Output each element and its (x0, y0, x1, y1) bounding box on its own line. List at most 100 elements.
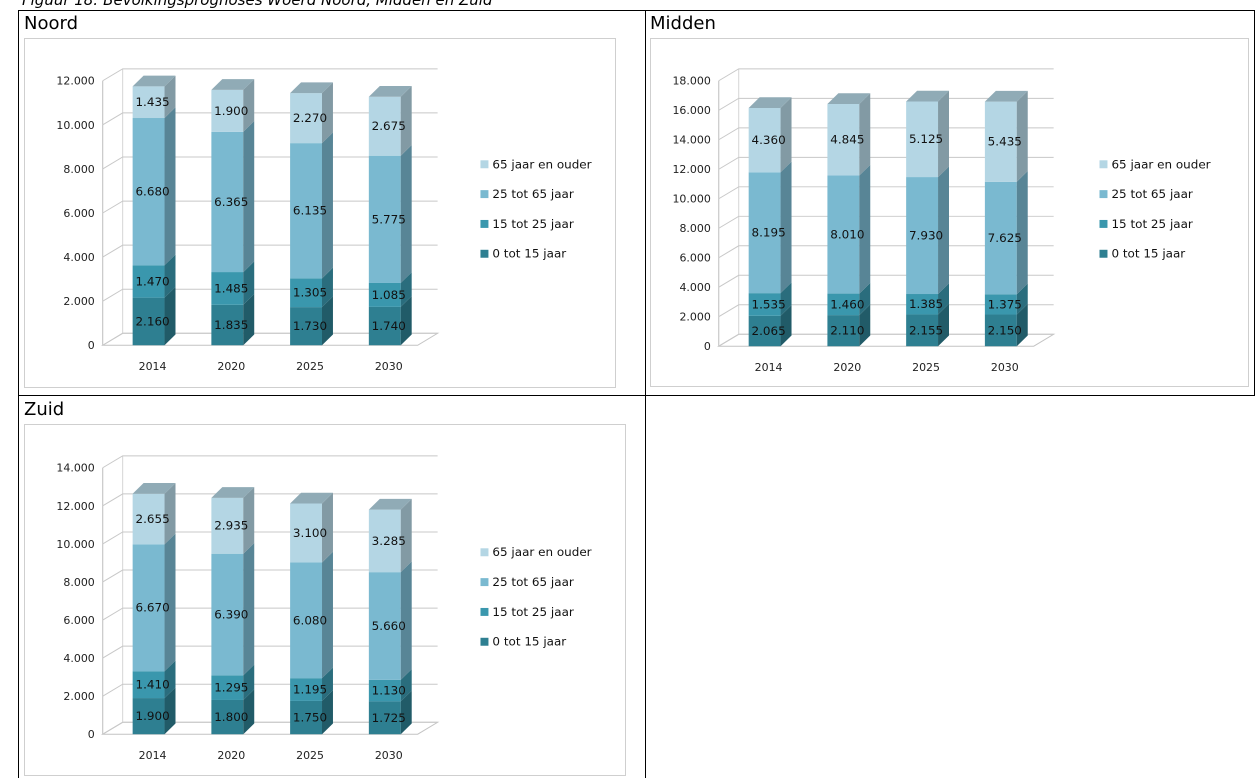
chart-noord-data-label: 1.305 (293, 286, 327, 300)
chart-zuid-bar-2025-0-15 (290, 690, 333, 735)
chart-noord-x-tick-label: 2014 (139, 360, 167, 373)
region-title-noord: Noord (24, 13, 78, 34)
chart-zuid-data-label: 1.195 (293, 683, 327, 697)
chart-noord-y-tick-label: 12.000 (56, 75, 94, 88)
chart-zuid-y-tick-label: 2.000 (63, 690, 94, 703)
chart-zuid-legend-item-15-25: 15 tot 25 jaar (480, 605, 574, 619)
chart-zuid-bar-2020-15-25 (211, 664, 255, 700)
chart-midden-bar-2020-15-25 (827, 282, 871, 316)
chart-midden-data-label: 1.375 (988, 297, 1022, 311)
chart-midden-legend-swatch (1099, 160, 1108, 169)
chart-midden-data-label: 4.845 (830, 133, 864, 147)
chart-zuid-bar-2020-65-plus (211, 487, 255, 554)
chart-zuid-bar-2025-15-25 (290, 667, 333, 701)
table-border-center (645, 10, 646, 778)
chart-zuid-legend-item-0-15: 0 tot 15 jaar (480, 635, 566, 649)
chart-midden-bar-2014-0-15 (748, 305, 792, 347)
chart-noord-legend-label: 65 jaar en ouder (492, 157, 591, 171)
chart-midden-data-label: 2.065 (751, 324, 785, 338)
chart-zuid-bar-2030-15-25 (368, 669, 412, 702)
chart-noord-y-tick-label: 4.000 (63, 251, 94, 264)
chart-midden: 0 2.000 4.000 6.000 8.000 10.000 12.000 14.000 1… (650, 38, 1249, 387)
chart-noord-x-tick-label: 2025 (296, 360, 324, 373)
chart-zuid: 0 2.000 4.000 6.000 8.000 10.000 12.000 14.000 1… (24, 424, 626, 776)
chart-midden-y-tick-label: 18.000 (672, 75, 710, 88)
chart-zuid-y-tick-label: 14.000 (56, 462, 94, 475)
chart-midden-bar-2025-0-15 (906, 303, 950, 347)
chart-noord: 0 2.000 4.000 6.000 8.000 10.000 12.000 2.160 1.… (24, 38, 616, 388)
chart-zuid-data-label: 6.390 (214, 607, 248, 621)
chart-midden-data-label: 1.460 (830, 297, 864, 311)
chart-midden-bar-2020-65-plus (827, 93, 871, 176)
table-border-right (1254, 10, 1255, 396)
chart-midden-bar-2025-65-plus (906, 90, 950, 178)
chart-midden-legend-label: 25 tot 65 jaar (1111, 187, 1192, 201)
chart-midden-y-tick-label: 4.000 (679, 281, 710, 294)
chart-noord-bar-2030-15-25 (368, 272, 412, 307)
chart-zuid-x-tick-label: 2020 (217, 749, 245, 762)
chart-midden-legend-label: 65 jaar en ouder (1111, 157, 1210, 171)
chart-midden-x-tick-label: 2030 (991, 361, 1019, 374)
chart-zuid-data-label: 6.080 (293, 613, 327, 627)
chart-midden-bar-2014-15-25 (748, 282, 792, 316)
chart-zuid-x-tick-label: 2030 (375, 749, 403, 762)
chart-midden-y-tick-label: 0 (704, 340, 711, 353)
chart-noord-bar-2025-15-25 (290, 267, 333, 308)
chart-zuid-legend-label: 15 tot 25 jaar (492, 605, 573, 619)
chart-noord-gridline (102, 68, 438, 82)
chart-zuid-bar-2030-65-plus (368, 498, 412, 573)
chart-zuid-y-tick-label: 12.000 (56, 500, 94, 513)
chart-zuid-data-label: 1.410 (135, 678, 169, 692)
chart-midden-bar-2014-65-plus (748, 97, 792, 173)
chart-zuid-bar-2025-65-plus (290, 492, 333, 563)
chart-midden-data-label: 1.535 (751, 297, 785, 311)
chart-zuid-legend-label: 0 tot 15 jaar (492, 635, 566, 649)
chart-midden-bar-2030-15-25 (984, 283, 1028, 315)
chart-noord-bar-2020-15-25 (211, 261, 255, 305)
chart-zuid-y-tick-label: 0 (88, 728, 95, 741)
chart-noord-legend-label: 15 tot 25 jaar (492, 217, 573, 231)
chart-midden-data-label: 4.360 (751, 133, 785, 147)
region-title-midden: Midden (650, 13, 716, 34)
chart-zuid-bar-2025-25-65 (290, 551, 333, 679)
chart-noord-bar-2014-0-15 (132, 286, 176, 346)
chart-noord-data-label: 1.900 (214, 104, 248, 118)
chart-midden-data-label: 7.625 (988, 231, 1022, 245)
chart-noord-data-label: 1.485 (214, 281, 248, 295)
chart-midden-legend-item-25-65: 25 tot 65 jaar (1099, 187, 1193, 201)
chart-zuid-data-label: 1.900 (135, 709, 169, 723)
chart-noord-bar-2020-25-65 (211, 121, 255, 273)
chart-noord-bar-2020-65-plus (211, 79, 255, 132)
chart-noord-bar-2030-65-plus (368, 86, 412, 156)
chart-noord-data-label: 1.085 (372, 288, 406, 302)
chart-midden-bar-2030-0-15 (984, 303, 1028, 347)
chart-zuid-data-label: 6.670 (135, 601, 169, 615)
chart-midden-data-label: 1.385 (909, 297, 943, 311)
chart-midden-legend-label: 0 tot 15 jaar (1111, 247, 1185, 261)
chart-midden-data-label: 8.195 (751, 226, 785, 240)
chart-noord-data-label: 2.675 (372, 119, 406, 133)
chart-zuid-y-tick-label: 8.000 (63, 576, 94, 589)
chart-zuid-bar-2014-15-25 (132, 660, 176, 699)
chart-noord-data-label: 1.730 (293, 319, 327, 333)
chart-zuid-x-tick-label: 2025 (296, 749, 324, 762)
chart-noord-bar-2025-25-65 (290, 132, 333, 279)
chart-noord-legend-item-0-15: 0 tot 15 jaar (480, 247, 566, 261)
chart-midden-y-tick-label: 16.000 (672, 104, 710, 117)
chart-noord-data-label: 6.680 (135, 185, 169, 199)
chart-noord-bar-2025-0-15 (290, 296, 333, 346)
chart-noord-bar-2014-15-25 (132, 254, 176, 298)
chart-noord-legend-item-65-plus: 65 jaar en ouder (480, 157, 592, 171)
chart-noord-legend-swatch (480, 249, 489, 258)
chart-zuid-bar-2030-0-15 (368, 690, 412, 735)
chart-zuid-bar-2014-65-plus (132, 482, 176, 545)
chart-midden-x-tick-label: 2014 (755, 361, 783, 374)
chart-zuid-bar-2014-25-65 (132, 533, 176, 672)
chart-midden-y-tick-label: 8.000 (679, 222, 710, 235)
chart-midden-y-tick-label: 2.000 (679, 311, 710, 324)
chart-noord-data-label: 1.835 (214, 318, 248, 332)
chart-noord-legend-swatch (480, 190, 489, 199)
chart-midden-bar-2025-25-65 (906, 166, 950, 295)
chart-zuid-data-label: 2.935 (214, 519, 248, 533)
chart-zuid-y-tick-label: 4.000 (63, 652, 94, 665)
